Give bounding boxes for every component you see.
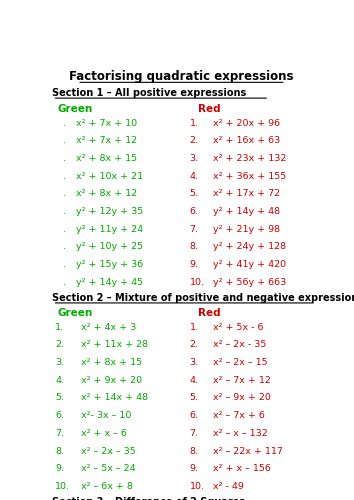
Text: 1.: 1. <box>190 322 199 332</box>
Text: 7.: 7. <box>55 429 64 438</box>
Text: x² – x – 132: x² – x – 132 <box>213 429 268 438</box>
Text: y² + 12y + 35: y² + 12y + 35 <box>76 207 143 216</box>
Text: 4.: 4. <box>55 376 64 384</box>
Text: x² – 6x + 8: x² – 6x + 8 <box>81 482 133 491</box>
Text: x² - 49: x² - 49 <box>213 482 244 491</box>
Text: .: . <box>63 172 67 180</box>
Text: Section 3 – Difference of 2 Squares: Section 3 – Difference of 2 Squares <box>52 496 246 500</box>
Text: x² + 5x - 6: x² + 5x - 6 <box>213 322 263 332</box>
Text: x² – 5x – 24: x² – 5x – 24 <box>81 464 136 473</box>
Text: 8.: 8. <box>190 242 199 252</box>
Text: x² + 8x + 15: x² + 8x + 15 <box>81 358 142 367</box>
Text: x² + 7x + 10: x² + 7x + 10 <box>76 118 137 128</box>
Text: 6.: 6. <box>190 411 199 420</box>
Text: .: . <box>63 154 67 163</box>
Text: 6.: 6. <box>55 411 64 420</box>
Text: Section 2 – Mixture of positive and negative expressions: Section 2 – Mixture of positive and nega… <box>52 292 354 302</box>
Text: y² + 56y + 663: y² + 56y + 663 <box>213 278 286 287</box>
Text: .: . <box>63 190 67 198</box>
Text: x² + x – 6: x² + x – 6 <box>81 429 127 438</box>
Text: x² + 36x + 155: x² + 36x + 155 <box>213 172 286 180</box>
Text: .: . <box>63 278 67 287</box>
Text: x² + 10x + 21: x² + 10x + 21 <box>76 172 143 180</box>
Text: x² + 17x + 72: x² + 17x + 72 <box>213 190 280 198</box>
Text: 7.: 7. <box>190 429 199 438</box>
Text: y² + 24y + 128: y² + 24y + 128 <box>213 242 286 252</box>
Text: x² + 16x + 63: x² + 16x + 63 <box>213 136 280 145</box>
Text: x² + 7x + 12: x² + 7x + 12 <box>76 136 137 145</box>
Text: 9.: 9. <box>55 464 64 473</box>
Text: y² + 11y + 24: y² + 11y + 24 <box>76 225 143 234</box>
Text: y² + 14y + 45: y² + 14y + 45 <box>76 278 143 287</box>
Text: .: . <box>63 118 67 128</box>
Text: 5.: 5. <box>190 394 199 402</box>
Text: 2.: 2. <box>190 340 199 349</box>
Text: 4.: 4. <box>190 172 199 180</box>
Text: y² + 10y + 25: y² + 10y + 25 <box>76 242 143 252</box>
Text: Factorising quadratic expressions: Factorising quadratic expressions <box>69 70 294 82</box>
Text: 8.: 8. <box>190 446 199 456</box>
Text: 8.: 8. <box>55 446 64 456</box>
Text: Green: Green <box>58 308 93 318</box>
Text: y² + 14y + 48: y² + 14y + 48 <box>213 207 280 216</box>
Text: y² + 15y + 36: y² + 15y + 36 <box>76 260 143 269</box>
Text: 2.: 2. <box>190 136 199 145</box>
Text: Red: Red <box>198 104 221 115</box>
Text: 5.: 5. <box>55 394 64 402</box>
Text: x² – 7x + 6: x² – 7x + 6 <box>213 411 265 420</box>
Text: 1.: 1. <box>55 322 64 332</box>
Text: x² – 7x + 12: x² – 7x + 12 <box>213 376 271 384</box>
Text: x²- 3x – 10: x²- 3x – 10 <box>81 411 132 420</box>
Text: 3.: 3. <box>55 358 64 367</box>
Text: 7.: 7. <box>190 225 199 234</box>
Text: x² + 23x + 132: x² + 23x + 132 <box>213 154 286 163</box>
Text: .: . <box>63 242 67 252</box>
Text: .: . <box>63 207 67 216</box>
Text: x² + 14x + 48: x² + 14x + 48 <box>81 394 148 402</box>
Text: 3.: 3. <box>190 358 199 367</box>
Text: Green: Green <box>58 104 93 115</box>
Text: 1.: 1. <box>190 118 199 128</box>
Text: x² – 2x - 35: x² – 2x - 35 <box>213 340 266 349</box>
Text: y² + 41y + 420: y² + 41y + 420 <box>213 260 286 269</box>
Text: 10.: 10. <box>190 278 205 287</box>
Text: x² + 9x + 20: x² + 9x + 20 <box>81 376 142 384</box>
Text: 9.: 9. <box>190 464 199 473</box>
Text: 10.: 10. <box>55 482 70 491</box>
Text: x² + 8x + 15: x² + 8x + 15 <box>76 154 137 163</box>
Text: x² + 4x + 3: x² + 4x + 3 <box>81 322 137 332</box>
Text: 9.: 9. <box>190 260 199 269</box>
Text: .: . <box>63 225 67 234</box>
Text: y² + 21y + 98: y² + 21y + 98 <box>213 225 280 234</box>
Text: x² – 9x + 20: x² – 9x + 20 <box>213 394 271 402</box>
Text: 2.: 2. <box>55 340 64 349</box>
Text: 10.: 10. <box>190 482 205 491</box>
Text: x² – 2x – 15: x² – 2x – 15 <box>213 358 268 367</box>
Text: 5.: 5. <box>190 190 199 198</box>
Text: .: . <box>63 260 67 269</box>
Text: Red: Red <box>198 308 221 318</box>
Text: 6.: 6. <box>190 207 199 216</box>
Text: x² + x – 156: x² + x – 156 <box>213 464 271 473</box>
Text: x² + 11x + 28: x² + 11x + 28 <box>81 340 148 349</box>
Text: x² – 2x – 35: x² – 2x – 35 <box>81 446 136 456</box>
Text: 4.: 4. <box>190 376 199 384</box>
Text: x² + 20x + 96: x² + 20x + 96 <box>213 118 280 128</box>
Text: 3.: 3. <box>190 154 199 163</box>
Text: Section 1 – All positive expressions: Section 1 – All positive expressions <box>52 88 247 98</box>
Text: x² – 22x + 117: x² – 22x + 117 <box>213 446 283 456</box>
Text: .: . <box>63 136 67 145</box>
Text: x² + 8x + 12: x² + 8x + 12 <box>76 190 137 198</box>
